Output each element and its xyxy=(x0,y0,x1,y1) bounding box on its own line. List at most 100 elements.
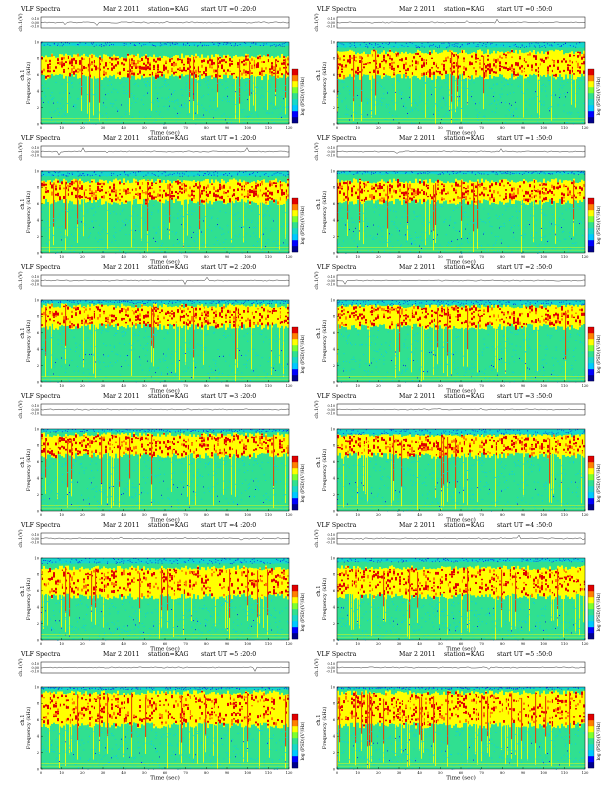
emission-band-cell xyxy=(373,49,375,79)
noise-speckle xyxy=(99,44,101,46)
noise-speckle xyxy=(51,117,52,119)
emission-band-cell xyxy=(53,69,55,72)
emission-band-cell xyxy=(119,193,121,195)
noise-speckle xyxy=(285,173,287,175)
emission-band-cell xyxy=(137,60,139,64)
emission-band-cell xyxy=(551,197,553,201)
emission-band-cell xyxy=(349,180,351,202)
noise-speckle xyxy=(481,45,483,47)
noise-speckle xyxy=(255,235,257,237)
y-tick-label: 0 xyxy=(333,122,336,126)
emission-band-cell xyxy=(583,61,585,65)
noise-speckle xyxy=(511,43,513,45)
noise-speckle xyxy=(399,81,400,83)
noise-speckle xyxy=(377,171,379,172)
noise-speckle xyxy=(403,105,404,107)
emission-band-cell xyxy=(137,65,139,69)
noise-speckle xyxy=(239,93,241,95)
colorbar-segment xyxy=(292,228,298,235)
noise-speckle xyxy=(343,44,345,46)
noise-speckle xyxy=(57,216,59,218)
noise-speckle xyxy=(75,214,77,216)
noise-speckle xyxy=(393,223,395,225)
emission-band-cell xyxy=(103,195,105,199)
y-tick-label: 4 xyxy=(37,219,40,223)
noise-speckle xyxy=(101,84,103,86)
noise-speckle xyxy=(379,100,381,102)
noise-speckle xyxy=(143,44,145,46)
emission-band-cell xyxy=(351,187,353,190)
emission-band-cell xyxy=(57,180,59,183)
noise-speckle xyxy=(511,116,512,118)
noise-speckle xyxy=(379,46,381,48)
x-tick-label: 120 xyxy=(286,255,294,259)
noise-speckle xyxy=(383,241,385,243)
noise-speckle xyxy=(225,88,227,90)
emission-band-cell xyxy=(277,60,279,63)
emission-band-cell xyxy=(215,194,217,198)
emission-band-cell xyxy=(467,190,469,193)
emission-band-cell xyxy=(63,56,65,60)
noise-speckle xyxy=(357,246,358,248)
emission-band-cell xyxy=(553,51,555,78)
noise-speckle xyxy=(347,43,349,44)
noise-speckle xyxy=(123,225,125,227)
noise-speckle xyxy=(45,175,47,176)
emission-band-cell xyxy=(221,195,223,200)
noise-speckle xyxy=(389,171,390,173)
noise-speckle xyxy=(215,43,217,45)
noise-speckle xyxy=(583,217,585,219)
noise-speckle xyxy=(221,44,223,46)
noise-speckle xyxy=(539,100,541,102)
y-axis-label: Frequency (kHz) xyxy=(25,62,32,105)
emission-band-cell xyxy=(53,182,55,185)
noise-speckle xyxy=(207,244,209,246)
emission-band-cell xyxy=(389,190,391,192)
noise-speckle xyxy=(199,174,200,176)
noise-speckle xyxy=(263,174,265,176)
noise-speckle xyxy=(565,96,566,98)
colorbar-segment xyxy=(292,216,298,223)
noise-speckle xyxy=(171,231,173,233)
emission-band-cell xyxy=(553,179,555,201)
noise-speckle xyxy=(277,45,279,46)
noise-speckle xyxy=(421,248,422,249)
emission-band-cell xyxy=(511,69,513,72)
noise-speckle xyxy=(521,208,523,210)
noise-speckle xyxy=(219,81,221,83)
noise-speckle xyxy=(409,251,411,252)
noise-speckle xyxy=(509,46,511,47)
noise-speckle xyxy=(557,104,559,106)
sferic-streak xyxy=(81,58,83,96)
noise-speckle xyxy=(125,234,127,235)
noise-speckle xyxy=(191,237,192,239)
noise-speckle xyxy=(417,79,419,80)
noise-speckle xyxy=(379,84,381,86)
x-axis-label: Time (sec) xyxy=(150,259,180,266)
noise-speckle xyxy=(383,98,385,100)
noise-speckle xyxy=(93,214,95,216)
noise-speckle xyxy=(217,42,219,44)
noise-speckle xyxy=(485,250,486,252)
emission-band-cell xyxy=(405,57,407,60)
noise-speckle xyxy=(505,101,506,103)
noise-speckle xyxy=(371,89,373,91)
noise-speckle xyxy=(491,171,493,172)
noise-speckle xyxy=(141,172,143,174)
emission-band-cell xyxy=(181,59,183,61)
emission-band-cell xyxy=(245,55,247,59)
emission-band-cell xyxy=(489,67,491,70)
noise-speckle xyxy=(499,45,501,47)
emission-band-cell xyxy=(397,181,399,184)
emission-band-cell xyxy=(545,182,547,202)
noise-speckle xyxy=(43,221,45,223)
colorbar-segment xyxy=(292,210,298,217)
emission-band-cell xyxy=(59,196,61,199)
noise-speckle xyxy=(165,175,167,177)
emission-band-cell xyxy=(155,181,157,200)
emission-band-cell xyxy=(339,184,341,186)
emission-band-cell xyxy=(437,183,439,187)
noise-speckle xyxy=(101,115,103,117)
emission-band-cell xyxy=(495,71,497,74)
noise-speckle xyxy=(535,171,537,172)
